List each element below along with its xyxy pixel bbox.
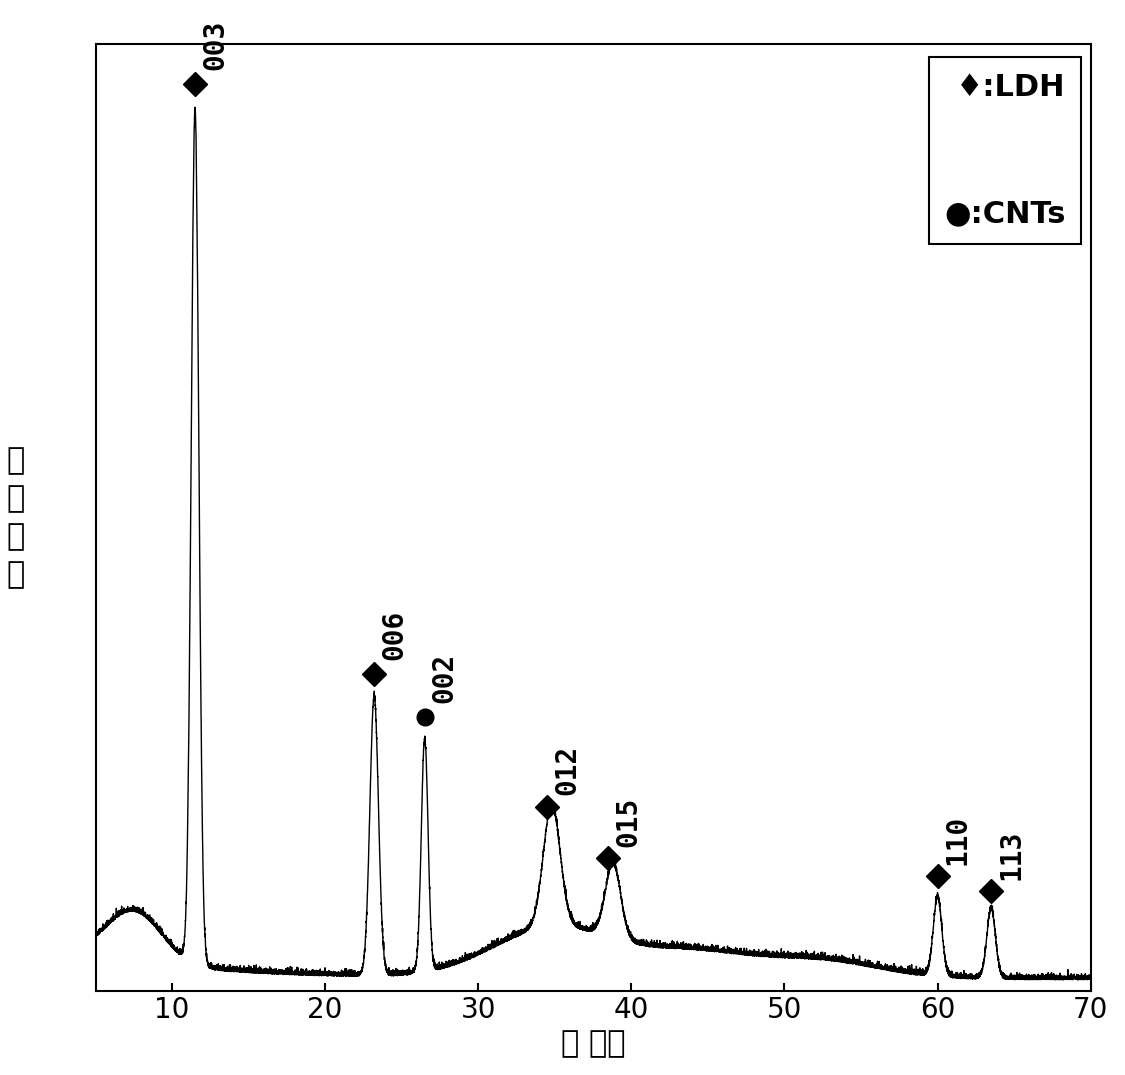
- Text: 015: 015: [614, 797, 642, 847]
- Text: 002: 002: [431, 653, 459, 703]
- Text: 113: 113: [997, 830, 1025, 880]
- Text: ♦:LDH

●:CNTs: ♦:LDH ●:CNTs: [944, 73, 1065, 229]
- Text: 012: 012: [554, 745, 582, 796]
- Text: 衍
射
强
度: 衍 射 强 度: [7, 446, 25, 589]
- Text: 006: 006: [380, 611, 408, 660]
- X-axis label: 衍 射角: 衍 射角: [561, 1030, 626, 1058]
- Text: 110: 110: [944, 815, 972, 865]
- Text: 003: 003: [201, 20, 230, 70]
